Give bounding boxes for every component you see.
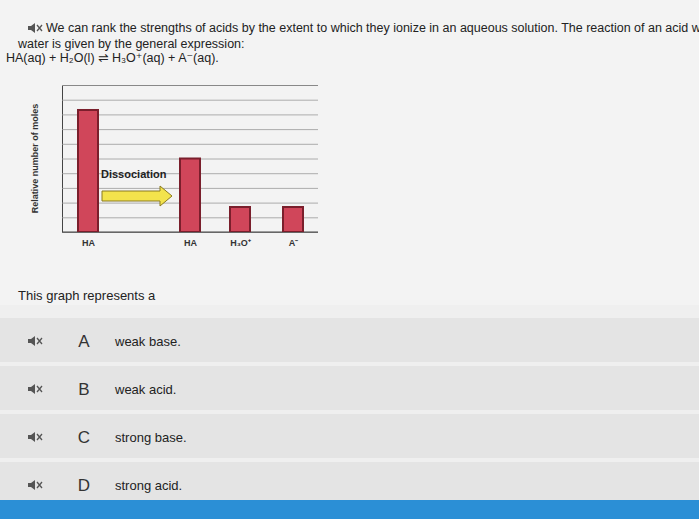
x-tick: A⁻ — [289, 232, 299, 248]
speaker-icon[interactable] — [28, 384, 42, 394]
option-text[interactable]: weak acid. — [114, 382, 176, 397]
option[interactable]: Dstrong acid. — [0, 462, 699, 506]
y-tick — [62, 114, 318, 115]
option[interactable]: Cstrong base. — [0, 414, 699, 458]
y-tick — [62, 232, 318, 233]
grid-line — [62, 232, 318, 233]
grid-line — [62, 129, 318, 130]
grid-line — [62, 144, 318, 145]
grid-line — [62, 114, 318, 115]
option[interactable]: Aweak base. — [0, 318, 699, 362]
speaker-mute[interactable] — [37, 482, 42, 488]
option-bg[interactable] — [0, 414, 699, 458]
option-bg[interactable] — [0, 366, 699, 410]
y-tick — [62, 85, 318, 86]
speaker-shape[interactable] — [28, 23, 35, 33]
bottom-bar — [0, 500, 699, 519]
grid-line — [62, 85, 318, 86]
y-tick — [62, 100, 318, 101]
prompt: This graph represents a — [18, 288, 156, 303]
question-text: water is given by the general expression… — [17, 37, 245, 51]
x-tick-label: HA — [184, 238, 197, 248]
question-text: We can rank the strengths of acids by th… — [46, 21, 699, 35]
speaker-icon[interactable] — [28, 336, 42, 346]
speaker-mute[interactable] — [37, 338, 42, 344]
chart: HA HA H₃O⁺ A⁻ Relative number of moles Dissoc… — [30, 86, 318, 249]
equation: HA(aq) + H₂O(l) ⇌ H₃O⁺(aq) + A⁻(aq). — [6, 51, 219, 65]
option-letter[interactable]: C — [78, 428, 90, 447]
speaker-shape[interactable] — [28, 432, 35, 442]
speaker-mute[interactable] — [37, 386, 42, 392]
option-bg[interactable] — [0, 318, 699, 362]
page: We can rank the strengths of acids by th… — [0, 0, 699, 519]
dissociation-arrow — [102, 186, 172, 206]
option-text[interactable]: weak base. — [114, 334, 181, 349]
speaker-shape[interactable] — [28, 384, 35, 394]
bars — [78, 110, 303, 232]
speaker-icon[interactable] — [28, 432, 42, 442]
option-text[interactable]: strong acid. — [115, 478, 182, 493]
x-tick-label: HA — [82, 238, 95, 248]
x-tick: HA — [184, 232, 197, 248]
y-tick — [62, 129, 318, 130]
option[interactable]: Bweak acid. — [0, 366, 699, 410]
speaker-icon[interactable] — [28, 23, 42, 33]
speaker-mute[interactable] — [37, 434, 42, 440]
option-letter[interactable]: D — [78, 476, 90, 495]
option-letter[interactable]: B — [78, 380, 89, 399]
x-tick: H₃O⁺ — [230, 232, 251, 248]
speaker-icon[interactable] — [28, 480, 42, 490]
header-bg — [0, 0, 699, 305]
bar — [180, 159, 200, 233]
annotation: Dissociation — [101, 168, 167, 180]
bar — [230, 207, 250, 232]
x-tick-label: A⁻ — [289, 238, 299, 248]
speaker-shape[interactable] — [28, 336, 35, 346]
option-text[interactable]: strong base. — [115, 430, 187, 445]
bar — [78, 110, 98, 232]
option-bg[interactable] — [0, 462, 699, 506]
speaker-shape[interactable] — [28, 480, 35, 490]
y-tick — [62, 144, 318, 145]
y-axis — [62, 86, 318, 233]
x-tick-label: H₃O⁺ — [230, 238, 251, 248]
bar — [283, 207, 303, 232]
option-letter[interactable]: A — [78, 332, 90, 351]
speaker-mute[interactable] — [37, 25, 42, 31]
grid-line — [62, 100, 318, 101]
y-axis-title: Relative number of moles — [30, 104, 40, 214]
x-axis: HA HA H₃O⁺ A⁻ — [62, 232, 318, 248]
y-axis-line — [63, 86, 319, 233]
x-tick: HA — [82, 232, 95, 248]
